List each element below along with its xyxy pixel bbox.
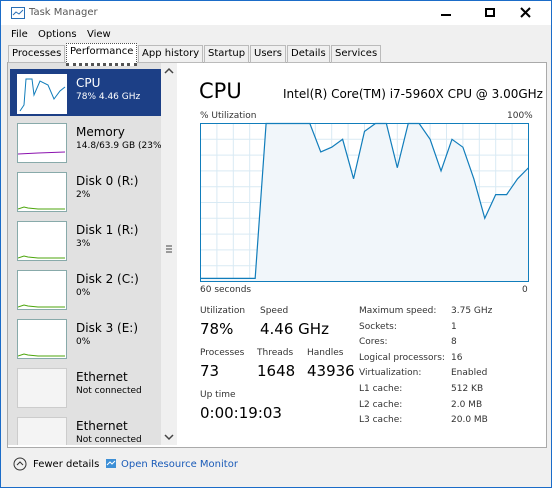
thumbnail bbox=[17, 319, 67, 359]
sidebar-detail: Not connected bbox=[76, 435, 142, 445]
sidebar-name: Disk 3 (E:) bbox=[76, 321, 139, 335]
detail-label: Cores: bbox=[359, 337, 388, 348]
detail-value: 1 bbox=[451, 321, 457, 332]
thumb-line bbox=[17, 353, 65, 357]
sidebar-name: Ethernet bbox=[76, 370, 128, 384]
stat-label: Processes bbox=[200, 348, 245, 358]
thumbnail bbox=[17, 221, 67, 261]
detail-label: Sockets: bbox=[359, 321, 397, 332]
detail-label: L2 cache: bbox=[359, 399, 403, 410]
detail-label: Logical processors: bbox=[359, 352, 445, 363]
detail-value: 512 KB bbox=[451, 384, 484, 394]
window-controls[interactable] bbox=[431, 1, 551, 25]
sidebar-detail: 3% bbox=[76, 239, 91, 249]
stat-value: 0:00:19:03 bbox=[200, 404, 282, 422]
sidebar-name: Disk 1 (R:) bbox=[76, 223, 139, 237]
scroll-glyphs bbox=[164, 67, 174, 441]
sidebar-item[interactable]: Memory 14.8/63.9 GB (23%) bbox=[10, 118, 161, 165]
detail-label: L3 cache: bbox=[359, 415, 403, 426]
detail-value: 20.0 MB bbox=[451, 415, 488, 426]
menu-item[interactable]: Options bbox=[38, 29, 77, 40]
stat-value: 4.46 GHz bbox=[260, 320, 329, 338]
detail-value: 3.75 GHz bbox=[451, 306, 493, 316]
graph-time: 60 seconds bbox=[200, 285, 252, 295]
detail-label: L1 cache: bbox=[359, 384, 403, 394]
sidebar-item[interactable]: Disk 0 (R:) 2% bbox=[10, 167, 161, 214]
sidebar-detail: 0% bbox=[76, 337, 91, 347]
graph-area bbox=[200, 123, 529, 282]
detail-value: 16 bbox=[451, 352, 463, 363]
scrollbar[interactable] bbox=[161, 63, 177, 445]
thumbnail bbox=[17, 172, 67, 212]
graph-min: 0 bbox=[522, 285, 528, 295]
sidebar-item[interactable]: Disk 3 (E:) 0% bbox=[10, 314, 161, 361]
panel-title: CPU bbox=[199, 79, 242, 103]
window-title: Task Manager bbox=[29, 7, 98, 18]
tab[interactable]: Details bbox=[287, 45, 330, 63]
sidebar-detail: 78% 4.46 GHz bbox=[76, 92, 141, 102]
title-bar: Task Manager bbox=[1, 1, 551, 25]
monitor-icon bbox=[106, 459, 116, 468]
detail-value: 2.0 MB bbox=[451, 399, 483, 410]
tab[interactable]: Startup bbox=[204, 45, 250, 63]
fewer-icon bbox=[13, 457, 27, 471]
cpu-graph bbox=[200, 122, 529, 282]
sidebar-name: Ethernet bbox=[76, 419, 128, 433]
thumbnail bbox=[17, 368, 67, 408]
footer: Fewer details Open Resource Monitor bbox=[1, 447, 551, 487]
sidebar-detail: 0% bbox=[76, 288, 91, 298]
thumb-line bbox=[17, 206, 65, 210]
tab[interactable]: Services bbox=[331, 45, 382, 63]
thumb-line bbox=[19, 78, 66, 112]
sidebar-detail: Not connected bbox=[76, 386, 142, 396]
sidebar-name: CPU bbox=[76, 76, 101, 90]
sidebar-item[interactable]: Disk 2 (C:) 0% bbox=[10, 265, 161, 312]
stat-label: Utilization bbox=[200, 306, 246, 316]
sidebar: CPU 78% 4.46 GHz Memory 14.8/63.9 GB (23%) D… bbox=[8, 63, 161, 445]
stat-value: 78% bbox=[200, 320, 234, 338]
menu-item[interactable]: View bbox=[87, 29, 111, 40]
sidebar-detail: 14.8/63.9 GB (23%) bbox=[76, 141, 161, 151]
stat-value: 73 bbox=[200, 362, 220, 380]
fewer-details[interactable]: Fewer details bbox=[33, 459, 100, 470]
cpu-model: Intel(R) Core(TM) i7-5960X CPU @ 3.00GHz bbox=[283, 87, 543, 101]
sidebar-item[interactable]: Ethernet Not connected bbox=[10, 363, 161, 410]
stat-label: Up time bbox=[200, 390, 236, 400]
sidebar-name: Memory bbox=[76, 125, 125, 139]
thumbnail bbox=[17, 123, 67, 163]
thumb-line bbox=[17, 151, 66, 155]
tab[interactable]: Processes bbox=[8, 45, 66, 63]
sidebar-item[interactable]: Ethernet Not connected bbox=[10, 412, 161, 445]
thumbnail bbox=[17, 74, 67, 114]
app-icon bbox=[11, 7, 25, 19]
sidebar-item[interactable]: Disk 1 (R:) 3% bbox=[10, 216, 161, 263]
graph-max: 100% bbox=[507, 111, 533, 121]
stat-label: Threads bbox=[257, 348, 294, 358]
tab[interactable]: Users bbox=[250, 45, 287, 63]
sidebar-name: Disk 0 (R:) bbox=[76, 174, 139, 188]
detail-value: Enabled bbox=[451, 368, 488, 379]
thumbnail bbox=[17, 417, 67, 445]
sidebar-name: Disk 2 (C:) bbox=[76, 272, 139, 286]
stat-value: 43936 bbox=[307, 362, 355, 380]
graph-border bbox=[200, 123, 529, 282]
detail-label: Maximum speed: bbox=[359, 306, 437, 316]
open-resource-monitor[interactable]: Open Resource Monitor bbox=[121, 459, 238, 470]
graph-label: % Utilization bbox=[200, 111, 257, 121]
thumb-line bbox=[17, 255, 65, 259]
stat-label: Speed bbox=[260, 306, 289, 316]
stat-label: Handles bbox=[307, 348, 344, 358]
detail-label: Virtualization: bbox=[359, 368, 422, 379]
tab[interactable]: Performance bbox=[66, 43, 138, 66]
thumb-line bbox=[17, 304, 65, 308]
detail-value: 8 bbox=[451, 337, 457, 348]
menu-item[interactable]: File bbox=[11, 29, 28, 40]
cpu-line bbox=[200, 122, 529, 279]
thumbnail bbox=[17, 270, 67, 310]
sidebar-detail: 2% bbox=[76, 190, 91, 200]
sidebar-item[interactable]: CPU 78% 4.46 GHz bbox=[10, 69, 161, 116]
tab[interactable]: App history bbox=[138, 45, 204, 63]
stat-value: 1648 bbox=[257, 362, 296, 380]
